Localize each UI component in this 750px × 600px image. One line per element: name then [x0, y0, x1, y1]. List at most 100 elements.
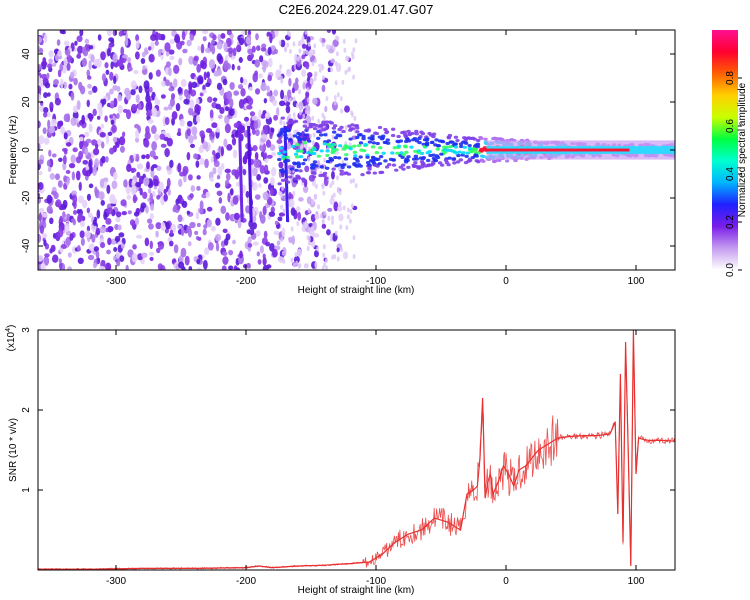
heatmap-speckle: [342, 205, 346, 211]
heatmap-speckle: [66, 62, 71, 72]
heatmap-band-cell: [298, 154, 304, 159]
heatmap-speckle: [228, 265, 234, 270]
heatmap-speckle: [126, 163, 132, 173]
heatmap-band-cell: [314, 164, 319, 168]
heatmap-speckle: [317, 204, 320, 210]
heatmap-band-cell: [371, 156, 376, 160]
heatmap-speckle: [106, 184, 111, 195]
heatmap-speckle: [90, 54, 95, 63]
heatmap-speckle: [307, 208, 311, 214]
heatmap-speckle: [76, 35, 83, 43]
heatmap-speckle: [243, 154, 248, 165]
heatmap-band-cell: [330, 149, 336, 153]
heatmap-speckle: [251, 45, 256, 53]
heatmap-speckle: [299, 105, 303, 111]
heatmap-speckle: [285, 105, 291, 114]
heatmap-band-cell: [285, 180, 291, 184]
heatmap-speckle: [149, 150, 156, 158]
heatmap-speckle: [47, 166, 52, 172]
heatmap-speckle: [346, 214, 350, 220]
heatmap-speckle: [270, 176, 275, 186]
heatmap-band-cell: [479, 154, 485, 158]
heatmap-speckle: [143, 80, 150, 90]
heatmap-speckle: [105, 262, 112, 270]
heatmap-speckle: [325, 258, 328, 264]
heatmap-speckle: [233, 212, 241, 220]
heatmap-speckle: [124, 36, 129, 47]
heatmap-speckle: [38, 212, 43, 223]
heatmap-speckle: [105, 218, 112, 225]
heatmap-speckle: [296, 56, 300, 62]
heatmap-speckle: [46, 205, 53, 214]
heatmap-speckle: [304, 144, 308, 150]
heatmap-speckle: [186, 225, 192, 232]
heatmap-speckle: [346, 55, 350, 61]
heatmap-band-cell: [336, 156, 342, 160]
heatmap-band-cell: [337, 134, 343, 138]
heatmap-speckle: [133, 211, 140, 217]
heatmap-speckle: [101, 141, 105, 149]
heatmap-band-cell: [448, 140, 454, 144]
heatmap-speckle: [322, 252, 326, 258]
heatmap-speckle: [350, 203, 354, 209]
heatmap-speckle: [109, 194, 116, 204]
heatmap-speckle: [314, 213, 320, 220]
heatmap-speckle: [38, 93, 42, 102]
heatmap-speckle: [119, 255, 125, 262]
heatmap-speckle: [93, 148, 100, 156]
heatmap-speckle: [334, 60, 338, 66]
heatmap-speckle: [205, 128, 213, 134]
heatmap-band-cell: [440, 163, 445, 167]
heatmap-speckle: [135, 181, 142, 188]
heatmap-band-cell: [441, 145, 447, 149]
heatmap-speckle: [117, 94, 123, 102]
heatmap-speckle: [258, 109, 262, 120]
heatmap-speckle: [267, 46, 272, 56]
heatmap-speckle: [163, 136, 169, 142]
heatmap-speckle: [210, 156, 214, 163]
heatmap-speckle: [57, 50, 62, 57]
heatmap-speckle: [38, 192, 41, 199]
heatmap-band-cell: [322, 171, 328, 175]
heatmap-speckle: [164, 42, 171, 52]
heatmap-speckle: [301, 43, 307, 49]
heatmap-speckle: [87, 83, 92, 89]
heatmap-band-cell: [283, 178, 289, 182]
heatmap-speckle: [301, 35, 305, 41]
heatmap-speckle: [220, 32, 226, 39]
heatmap-speckle: [112, 53, 118, 64]
heatmap-speckle: [97, 34, 102, 41]
heatmap-speckle: [316, 246, 320, 252]
heatmap-band-cell: [451, 157, 457, 161]
heatmap-speckle: [78, 181, 82, 191]
heatmap-speckle: [273, 48, 278, 55]
heatmap-speckle: [212, 167, 217, 175]
heatmap-speckle: [121, 54, 129, 59]
heatmap-band-cell: [277, 182, 282, 186]
heatmap-band-cell: [377, 125, 383, 130]
heatmap-band-cell: [456, 153, 461, 158]
heatmap-band-cell: [390, 151, 395, 155]
heatmap-speckle: [241, 30, 247, 36]
heatmap-speckle: [253, 119, 259, 130]
heatmap-band-cell: [386, 162, 392, 167]
heatmap-speckle: [86, 99, 91, 108]
heatmap-speckle: [226, 30, 232, 36]
heatmap-speckle: [110, 61, 114, 70]
heatmap-speckle: [113, 75, 117, 85]
heatmap-speckle: [319, 37, 323, 43]
heatmap-speckle: [332, 192, 336, 198]
heatmap-speckle: [145, 102, 150, 113]
heatmap-speckle: [155, 230, 159, 238]
heatmap-speckle: [223, 60, 229, 70]
heatmap-speckle: [131, 253, 138, 263]
heatmap-speckle: [149, 192, 153, 203]
heatmap-speckle: [278, 100, 286, 107]
heatmap-speckle: [229, 98, 234, 109]
heatmap-band-cell: [425, 151, 430, 155]
heatmap-speckle: [38, 233, 42, 244]
heatmap-speckle: [281, 185, 284, 191]
heatmap-speckle: [269, 132, 273, 139]
heatmap-band-cell: [322, 142, 328, 146]
heatmap-speckle: [331, 170, 335, 180]
